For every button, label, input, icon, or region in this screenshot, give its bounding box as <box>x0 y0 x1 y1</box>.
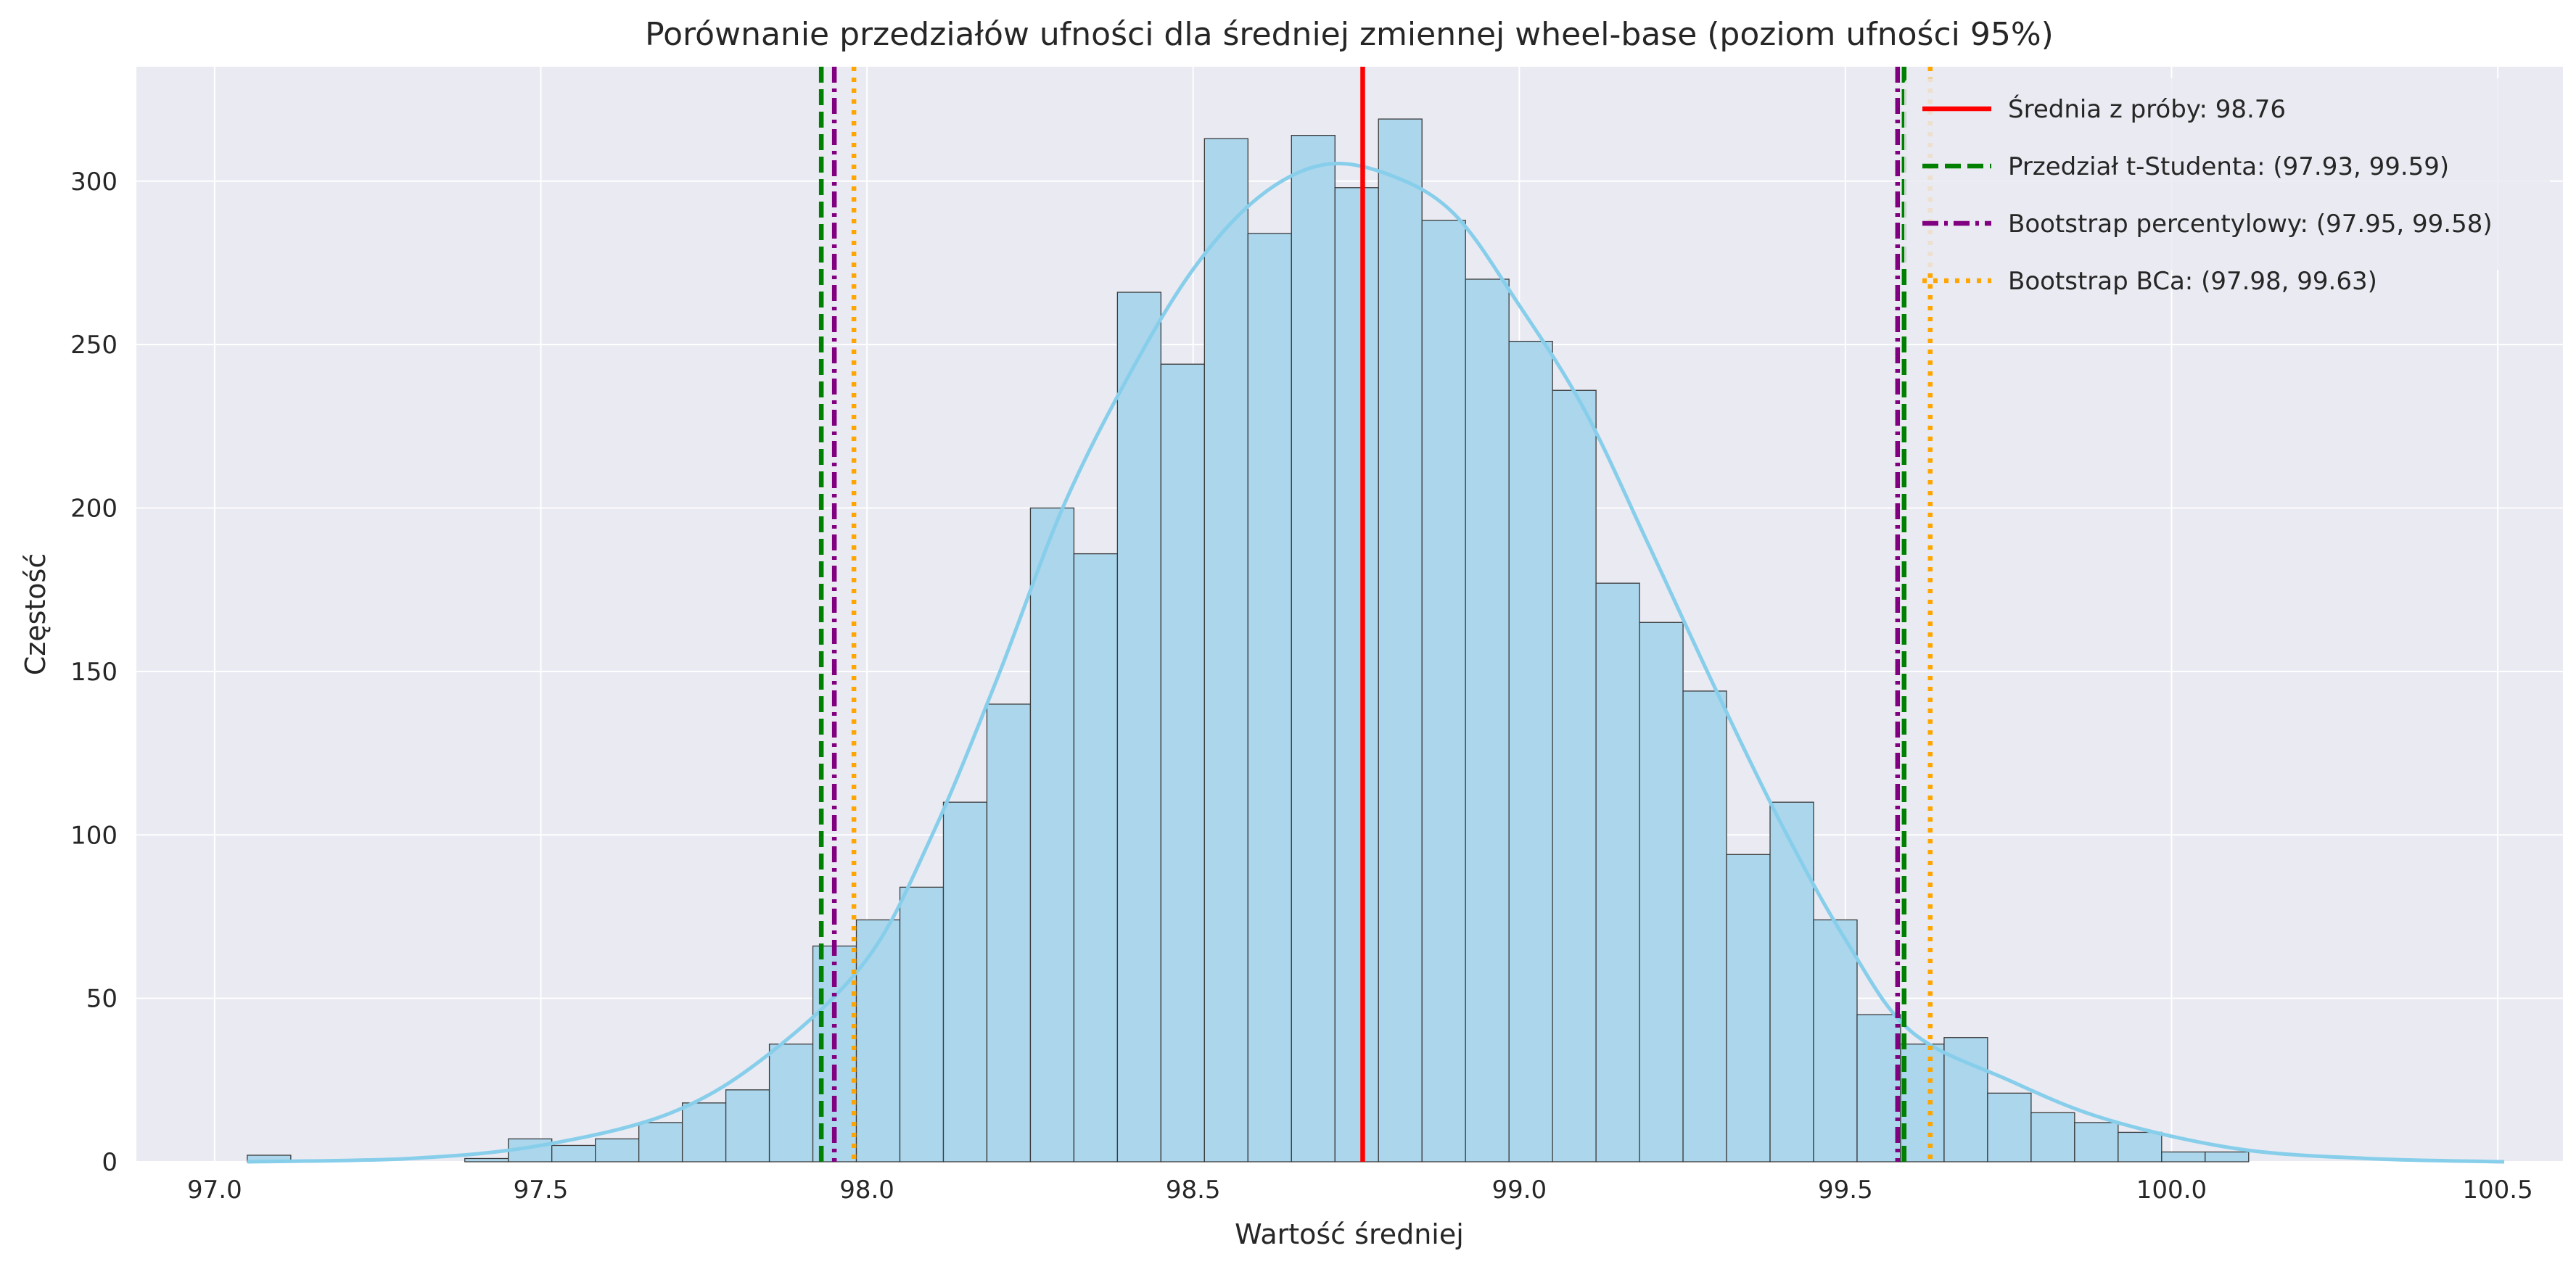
x-tick-label: 98.5 <box>1166 1176 1221 1205</box>
histogram-bar <box>1595 582 1640 1162</box>
kde-line <box>247 162 2505 1164</box>
axis-ticks: 97.0 97.5 98.0 98.5 99.0 99.5 100.0 100.5 0 50 100… <box>70 168 2533 1205</box>
histogram-bar <box>464 1157 509 1162</box>
y-tick-label: 0 <box>102 1148 118 1177</box>
histogram-bar <box>1247 233 1292 1162</box>
histogram-bar <box>1987 1092 2032 1162</box>
histogram-bar <box>1421 220 1466 1162</box>
histogram-bar <box>1203 138 1248 1162</box>
histogram-bar <box>855 919 901 1162</box>
x-tick-label: 97.5 <box>514 1176 569 1205</box>
histogram-bar <box>2205 1151 2250 1162</box>
histogram-bar <box>1334 187 1379 1162</box>
histogram-bar <box>1856 1014 1901 1162</box>
y-tick-label: 250 <box>70 331 118 360</box>
legend-box <box>1904 78 2550 270</box>
histogram-bar <box>1813 919 1858 1162</box>
histogram-bar <box>551 1144 596 1162</box>
y-tick-label: 150 <box>70 658 118 687</box>
y-tick-label: 200 <box>70 495 118 524</box>
histogram-bar <box>1552 389 1597 1162</box>
histogram-bar <box>1639 621 1684 1162</box>
x-tick-label: 99.5 <box>1818 1176 1873 1205</box>
histogram-bar <box>1378 118 1423 1162</box>
x-axis-label: Wartość średniej <box>1235 1218 1464 1250</box>
histogram-bar <box>1900 1044 1945 1162</box>
legend: Średnia z próby: 98.76 Przedział t-Studen… <box>1904 78 2550 296</box>
y-tick-label: 100 <box>70 821 118 850</box>
histogram-bar <box>1160 363 1205 1162</box>
histogram-bar <box>681 1102 727 1162</box>
histogram-bar <box>2030 1112 2075 1162</box>
histogram-bar <box>1073 553 1119 1162</box>
kde-curve <box>247 162 2505 1164</box>
histogram-bar <box>986 703 1032 1162</box>
chart-title: Porównanie przedziałów ufności dla średn… <box>645 16 2054 53</box>
histogram-bar <box>1682 690 1727 1162</box>
histogram-bar <box>2161 1151 2206 1162</box>
histogram-bar <box>1465 278 1510 1162</box>
histogram-bar <box>942 801 988 1162</box>
histogram-bar <box>899 886 945 1162</box>
histogram-bar <box>725 1089 770 1162</box>
legend-label: Średnia z próby: 98.76 <box>2008 94 2286 124</box>
histogram-bar <box>1726 854 1771 1162</box>
histogram-bar <box>768 1044 814 1162</box>
histogram-bar <box>595 1138 640 1162</box>
legend-label: Bootstrap percentylowy: (97.95, 99.58) <box>2008 210 2493 239</box>
x-tick-label: 97.0 <box>187 1176 242 1205</box>
histogram-bar <box>2118 1131 2163 1162</box>
histogram-bar <box>638 1122 683 1162</box>
legend-label: Przedział t-Studenta: (97.93, 99.59) <box>2008 152 2449 181</box>
confidence-lines <box>818 67 1933 1162</box>
histogram-bars <box>247 118 2250 1162</box>
legend-label: Bootstrap BCa: (97.98, 99.63) <box>2008 267 2377 296</box>
x-tick-label: 98.0 <box>839 1176 894 1205</box>
histogram-bar <box>1291 135 1336 1162</box>
x-tick-label: 100.5 <box>2462 1176 2532 1205</box>
histogram-bar <box>1029 507 1075 1162</box>
y-tick-label: 300 <box>70 168 118 197</box>
histogram-bar <box>1508 340 1553 1162</box>
histogram-bar <box>1943 1037 1988 1162</box>
y-tick-label: 50 <box>86 985 118 1014</box>
histogram-bar <box>1769 801 1814 1162</box>
x-tick-label: 100.0 <box>2136 1176 2207 1205</box>
y-axis-label: Częstość <box>20 553 52 676</box>
histogram-bar <box>1116 292 1162 1162</box>
x-tick-label: 99.0 <box>1491 1176 1547 1205</box>
histogram-bar <box>2074 1122 2119 1162</box>
